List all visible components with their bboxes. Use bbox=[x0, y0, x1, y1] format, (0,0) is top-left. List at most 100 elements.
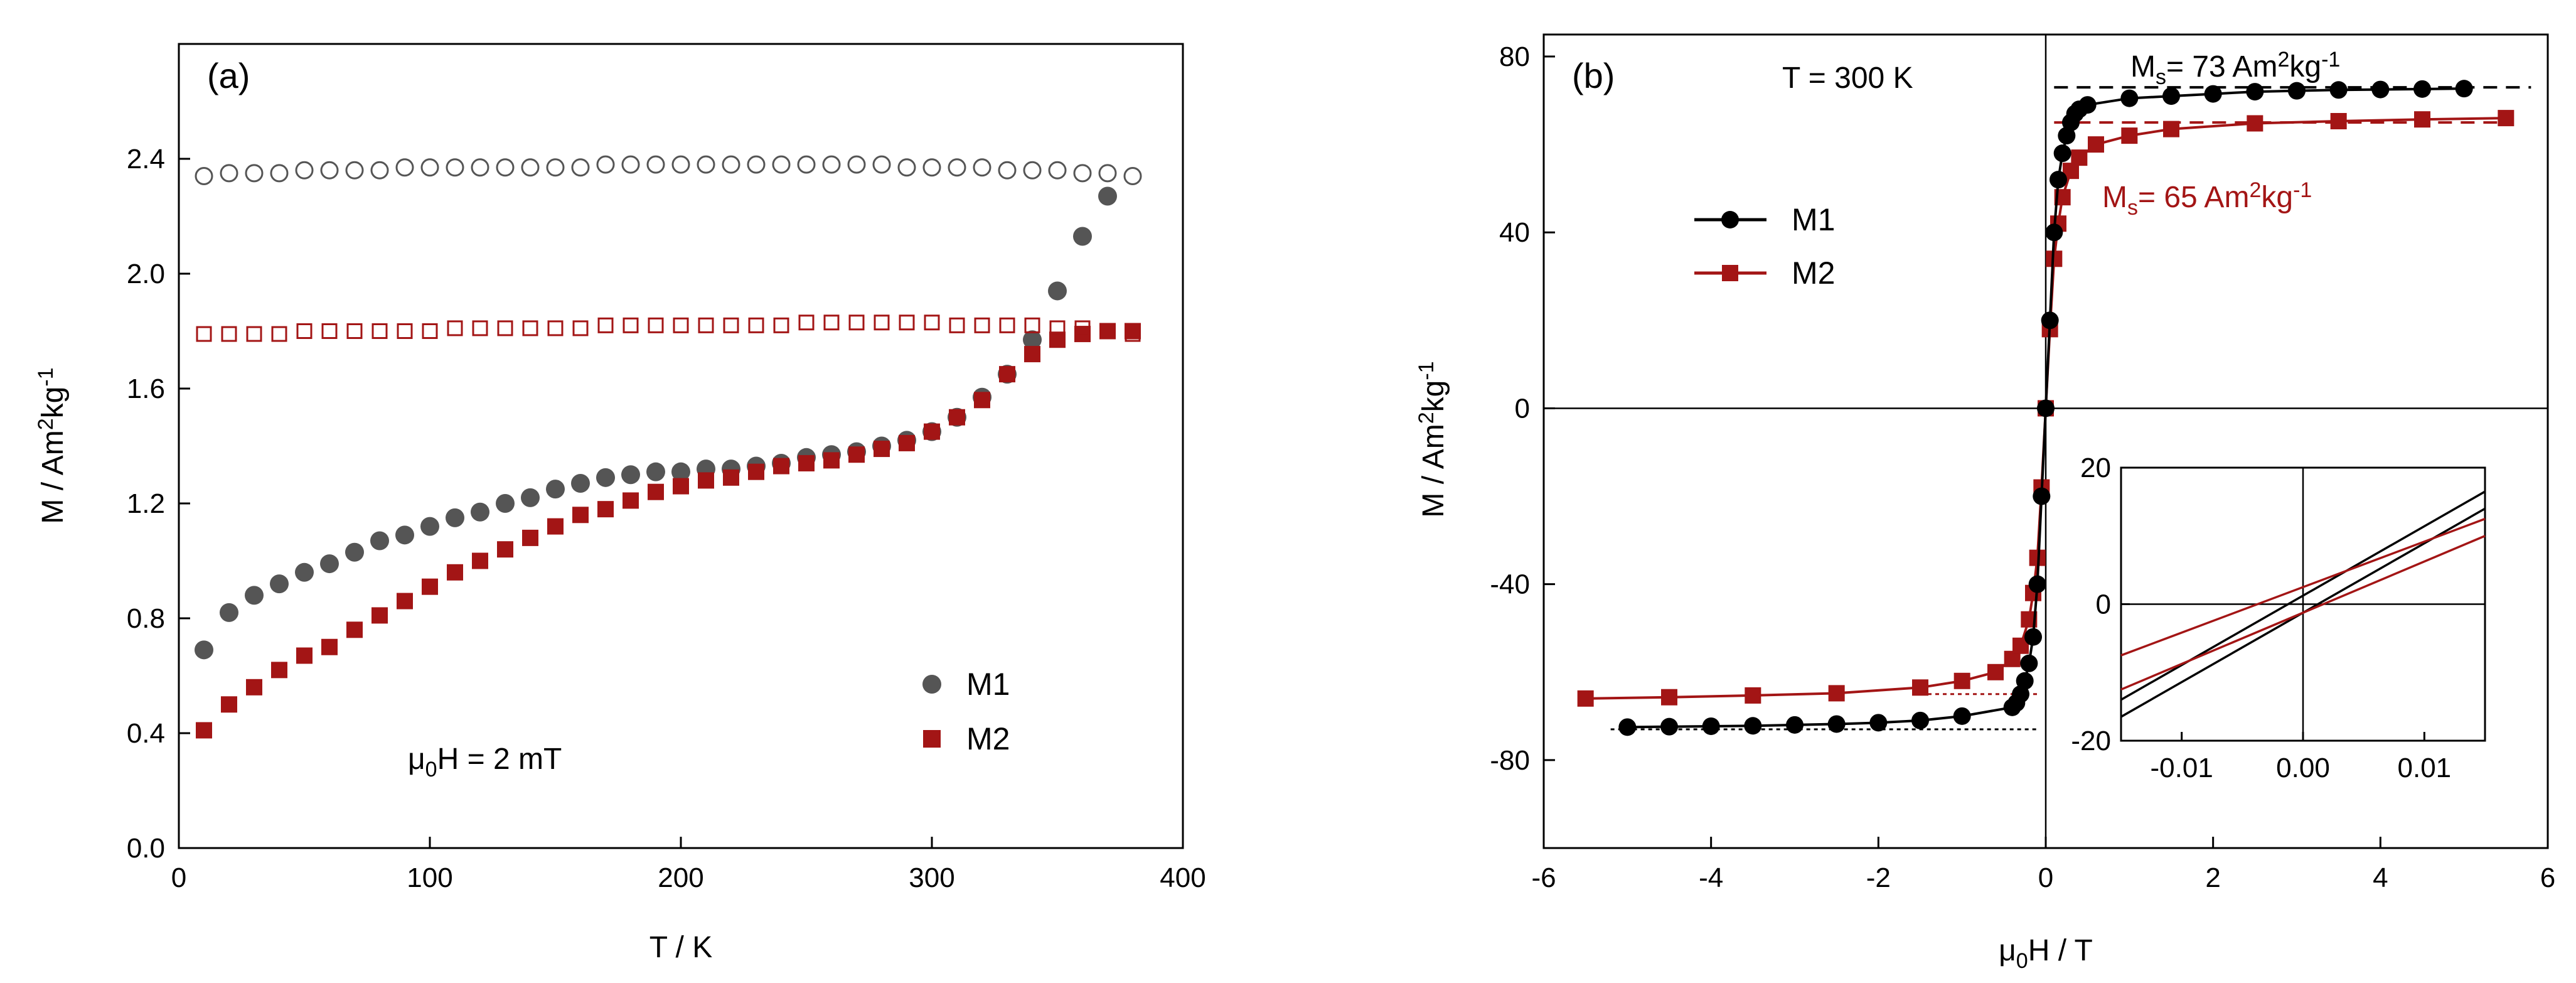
data-point bbox=[1074, 326, 1091, 343]
data-point bbox=[1049, 320, 1066, 336]
data-point bbox=[1098, 186, 1117, 206]
data-point bbox=[671, 155, 690, 174]
data-point bbox=[2455, 80, 2473, 98]
legend-m2-marker bbox=[1722, 265, 1738, 281]
inset-x-tick-label: -0.01 bbox=[2151, 753, 2213, 783]
data-point bbox=[2120, 89, 2139, 107]
data-point bbox=[1049, 331, 1066, 348]
data-point bbox=[547, 320, 564, 336]
data-point bbox=[547, 518, 564, 535]
inset-x-tick-label: 0.00 bbox=[2276, 753, 2330, 783]
data-point bbox=[973, 158, 991, 177]
data-point bbox=[220, 164, 238, 183]
data-point bbox=[1048, 161, 1067, 180]
legend-m1-label: M1 bbox=[1792, 202, 1835, 237]
data-point bbox=[621, 465, 640, 485]
data-point bbox=[195, 640, 213, 660]
panel-b-label: (b) bbox=[1572, 56, 1615, 95]
data-point bbox=[371, 323, 388, 339]
data-point bbox=[270, 164, 289, 183]
data-point bbox=[2033, 487, 2051, 505]
data-point bbox=[1073, 164, 1092, 183]
data-point bbox=[1577, 690, 1594, 707]
data-point bbox=[221, 696, 237, 713]
data-point bbox=[446, 158, 464, 177]
data-point bbox=[2071, 149, 2088, 166]
data-point bbox=[597, 501, 614, 518]
data-point bbox=[2288, 82, 2306, 100]
panel-b-inset: -0.01 0.00 0.01 -20 0 20 bbox=[2071, 453, 2486, 783]
legend-m1-marker bbox=[1721, 211, 1739, 228]
data-point bbox=[1125, 326, 1141, 342]
data-point bbox=[2163, 121, 2179, 137]
data-point bbox=[747, 155, 766, 174]
data-point bbox=[948, 158, 966, 177]
y-tick-label: 40 bbox=[1499, 217, 1530, 248]
data-point bbox=[2246, 83, 2264, 101]
data-point bbox=[798, 314, 815, 331]
data-point bbox=[571, 473, 590, 493]
data-point bbox=[1827, 715, 1846, 733]
panel-a-legend: M1 M2 bbox=[922, 667, 1010, 756]
panel-a-y-axis-title: M / Am2kg-1 bbox=[34, 367, 70, 524]
data-point bbox=[999, 317, 1015, 333]
data-point bbox=[1099, 323, 1116, 339]
data-point bbox=[1048, 281, 1067, 301]
data-point bbox=[648, 317, 664, 333]
data-point bbox=[271, 326, 287, 342]
y-tick-label: 1.2 bbox=[127, 488, 165, 519]
data-point bbox=[2413, 80, 2431, 98]
data-point bbox=[397, 323, 413, 339]
data-point bbox=[2045, 223, 2063, 242]
data-point bbox=[1660, 717, 1678, 736]
data-point bbox=[673, 317, 689, 333]
y-tick-label: 2.0 bbox=[127, 259, 165, 289]
data-point bbox=[2329, 81, 2348, 99]
inset-y-tick-label: -20 bbox=[2071, 726, 2111, 756]
data-point bbox=[420, 158, 439, 177]
data-point bbox=[698, 317, 714, 333]
data-point bbox=[1911, 711, 1929, 729]
x-tick-label: 4 bbox=[2373, 862, 2388, 893]
data-point bbox=[397, 593, 413, 610]
x-tick-label: 200 bbox=[658, 862, 703, 893]
data-point bbox=[296, 647, 313, 664]
x-tick-label: 0 bbox=[171, 862, 186, 893]
data-point bbox=[345, 542, 364, 562]
data-point bbox=[1828, 685, 1845, 702]
data-point bbox=[698, 472, 714, 489]
data-point bbox=[472, 552, 488, 569]
data-point bbox=[1123, 166, 1142, 185]
data-point bbox=[723, 469, 739, 486]
y-tick-label: 0.4 bbox=[127, 718, 165, 749]
panel-a-ticks: 0 100 200 300 400 0.0 0.4 0.8 1.2 1.6 2.0 2.4 bbox=[127, 144, 1206, 893]
data-point bbox=[572, 320, 589, 336]
data-point bbox=[422, 323, 438, 339]
data-point bbox=[2088, 136, 2104, 153]
data-point bbox=[924, 314, 940, 331]
data-point bbox=[1074, 320, 1091, 336]
data-point bbox=[748, 463, 764, 480]
data-point bbox=[446, 508, 464, 527]
data-point bbox=[246, 679, 262, 696]
data-point bbox=[2012, 685, 2029, 703]
data-point bbox=[1869, 714, 1888, 732]
data-point bbox=[822, 155, 841, 174]
data-point bbox=[420, 517, 439, 536]
y-tick-label: 0 bbox=[1515, 393, 1530, 424]
data-point bbox=[848, 446, 865, 463]
panel-a-chart: 0 100 200 300 400 0.0 0.4 0.8 1.2 1.6 2.0 2.4 (a) μ… bbox=[34, 43, 1206, 964]
data-point bbox=[2204, 85, 2222, 103]
data-point bbox=[949, 317, 965, 333]
data-point bbox=[623, 317, 639, 333]
data-point bbox=[2050, 171, 2067, 189]
data-point bbox=[1024, 317, 1040, 333]
data-point bbox=[1702, 717, 1720, 735]
data-point bbox=[522, 320, 538, 336]
data-point bbox=[2078, 96, 2097, 114]
data-point bbox=[1023, 161, 1042, 180]
data-point bbox=[245, 164, 264, 183]
data-point bbox=[395, 158, 414, 177]
data-point bbox=[1073, 227, 1092, 246]
